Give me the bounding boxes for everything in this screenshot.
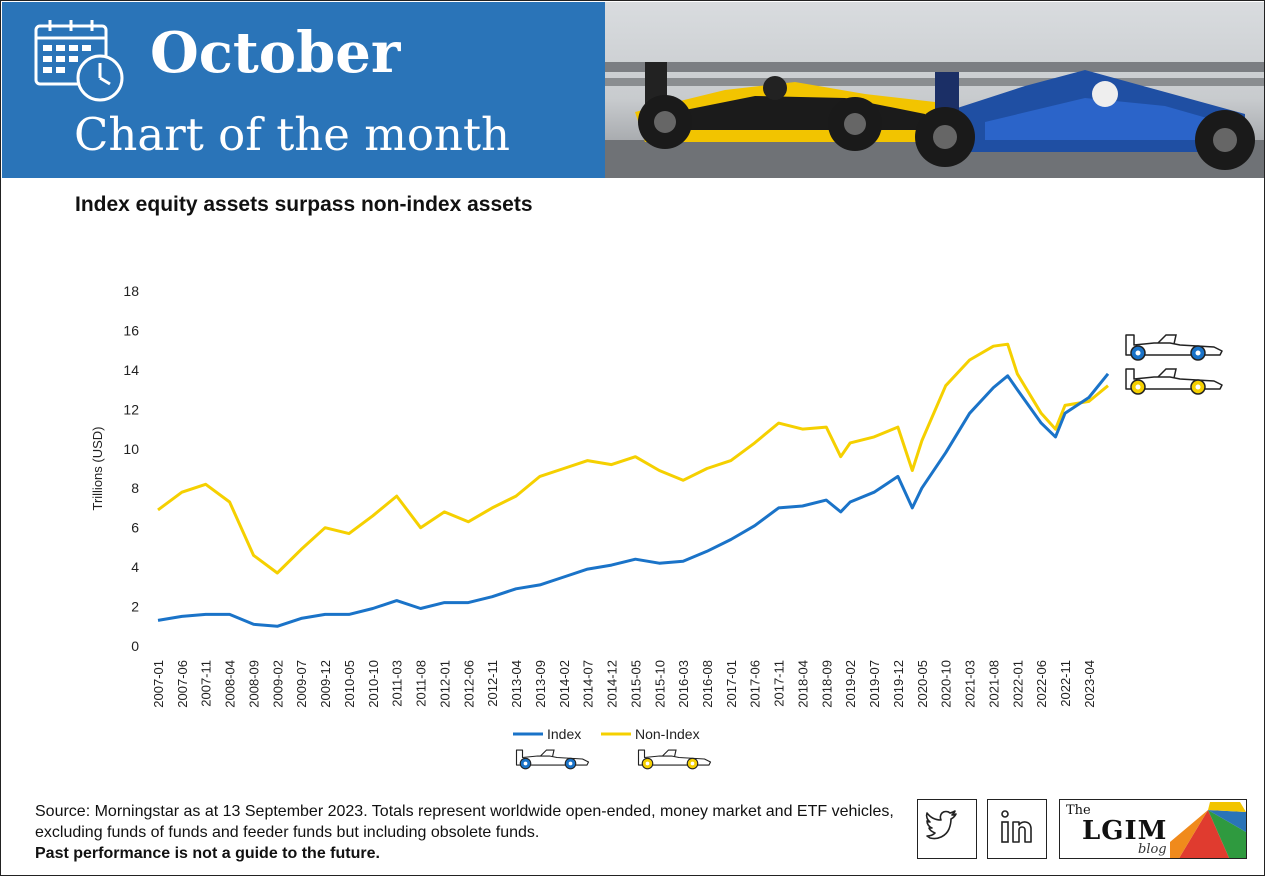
source-text: Source: Morningstar as at 13 September 2… — [35, 803, 894, 841]
legend-label-index: Index — [547, 726, 581, 742]
line-chart: 0 2 4 6 8 10 12 14 16 18 Trillions (USD) 2007-01 200… — [90, 283, 1223, 770]
x-tick-label: 2021-03 — [963, 660, 978, 708]
y-tick-label: 14 — [123, 362, 139, 378]
x-tick-label: 2022-11 — [1058, 660, 1073, 707]
header-banner: October Chart of the month — [2, 2, 605, 178]
x-tick-label: 2017-11 — [772, 660, 787, 707]
y-tick-label: 6 — [131, 520, 139, 536]
umbrella-icon — [1170, 802, 1246, 858]
x-tick-label: 2018-09 — [819, 660, 834, 708]
logo-name: LGIM — [1082, 816, 1168, 846]
y-tick-label: 2 — [131, 599, 139, 615]
source-note: Source: Morningstar as at 13 September 2… — [35, 801, 915, 864]
legend-car-index-icon — [515, 749, 590, 770]
x-tick-label: 2008-04 — [223, 660, 238, 708]
x-tick-label: 2015-10 — [652, 660, 667, 708]
x-tick-label: 2011-03 — [390, 660, 405, 707]
legend-label-non-index: Non-Index — [635, 726, 700, 742]
x-tick-label: 2009-02 — [270, 660, 285, 708]
x-tick-label: 2016-08 — [700, 660, 715, 708]
linkedin-button[interactable] — [987, 799, 1047, 859]
chart-title: Index equity assets surpass non-index as… — [75, 193, 533, 216]
x-tick-label: 2010-05 — [342, 660, 357, 708]
x-tick-label: 2015-05 — [628, 660, 643, 708]
x-tick-label: 2021-08 — [986, 660, 1001, 708]
y-tick-label: 8 — [131, 480, 139, 496]
twitter-icon — [925, 810, 957, 840]
series-line-non-index — [157, 342, 1109, 575]
x-tick-label: 2012-01 — [437, 660, 452, 708]
y-tick-label: 0 — [131, 638, 139, 654]
disclaimer-text: Past performance is not a guide to the f… — [35, 845, 380, 862]
x-tick-label: 2009-07 — [294, 660, 309, 708]
x-tick-label: 2016-03 — [676, 660, 691, 708]
race-cars-photo — [605, 2, 1264, 178]
y-tick-label: 4 — [131, 559, 139, 575]
x-tick-label: 2020-05 — [915, 660, 930, 708]
x-tick-label: 2011-08 — [414, 660, 429, 707]
calendar-clock-icon — [34, 20, 124, 102]
lgim-blog-logo[interactable]: The LGIM blog — [1059, 799, 1247, 859]
x-tick-label: 2007-06 — [175, 660, 190, 708]
x-tick-label: 2017-06 — [748, 660, 763, 708]
x-tick-label: 2022-06 — [1034, 660, 1049, 708]
banner-subtitle: Chart of the month — [74, 108, 511, 161]
x-tick-label: 2013-09 — [533, 660, 548, 708]
x-tick-label: 2020-10 — [939, 660, 954, 708]
x-tick-label: 2014-07 — [581, 660, 596, 708]
x-tick-label: 2017-01 — [724, 660, 739, 708]
y-tick-label: 12 — [123, 401, 139, 417]
logo-the: The — [1066, 803, 1091, 818]
x-tick-label: 2019-02 — [843, 660, 858, 708]
x-tick-label: 2007-11 — [199, 660, 214, 707]
x-tick-label: 2008-09 — [246, 660, 261, 708]
x-tick-label: 2012-11 — [485, 660, 500, 707]
month-title: October — [150, 20, 401, 86]
x-tick-label: 2012-06 — [461, 660, 476, 708]
y-tick-label: 16 — [123, 322, 139, 338]
logo-blog: blog — [1138, 842, 1167, 857]
non-index-car-icon — [1125, 368, 1223, 395]
y-tick-label: 18 — [123, 283, 139, 299]
legend-car-non-index-icon — [637, 749, 712, 770]
x-tick-label: 2019-12 — [891, 660, 906, 708]
x-tick-label: 2019-07 — [867, 660, 882, 708]
x-tick-label: 2014-12 — [605, 660, 620, 708]
x-tick-label: 2022-01 — [1010, 660, 1025, 708]
y-axis-label: Trillions (USD) — [90, 426, 105, 510]
linkedin-icon — [1001, 810, 1032, 843]
x-tick-label: 2010-10 — [366, 660, 381, 708]
twitter-button[interactable] — [917, 799, 977, 859]
y-tick-label: 10 — [123, 441, 139, 457]
x-tick-label: 2018-04 — [795, 660, 810, 708]
x-tick-label: 2007-01 — [151, 660, 166, 708]
series-line-index — [157, 372, 1110, 628]
x-tick-label: 2014-02 — [557, 660, 572, 708]
x-tick-label: 2023-04 — [1082, 660, 1097, 708]
x-tick-label: 2009-12 — [318, 660, 333, 708]
x-tick-label: 2013-04 — [509, 660, 524, 708]
index-car-icon — [1125, 334, 1223, 361]
